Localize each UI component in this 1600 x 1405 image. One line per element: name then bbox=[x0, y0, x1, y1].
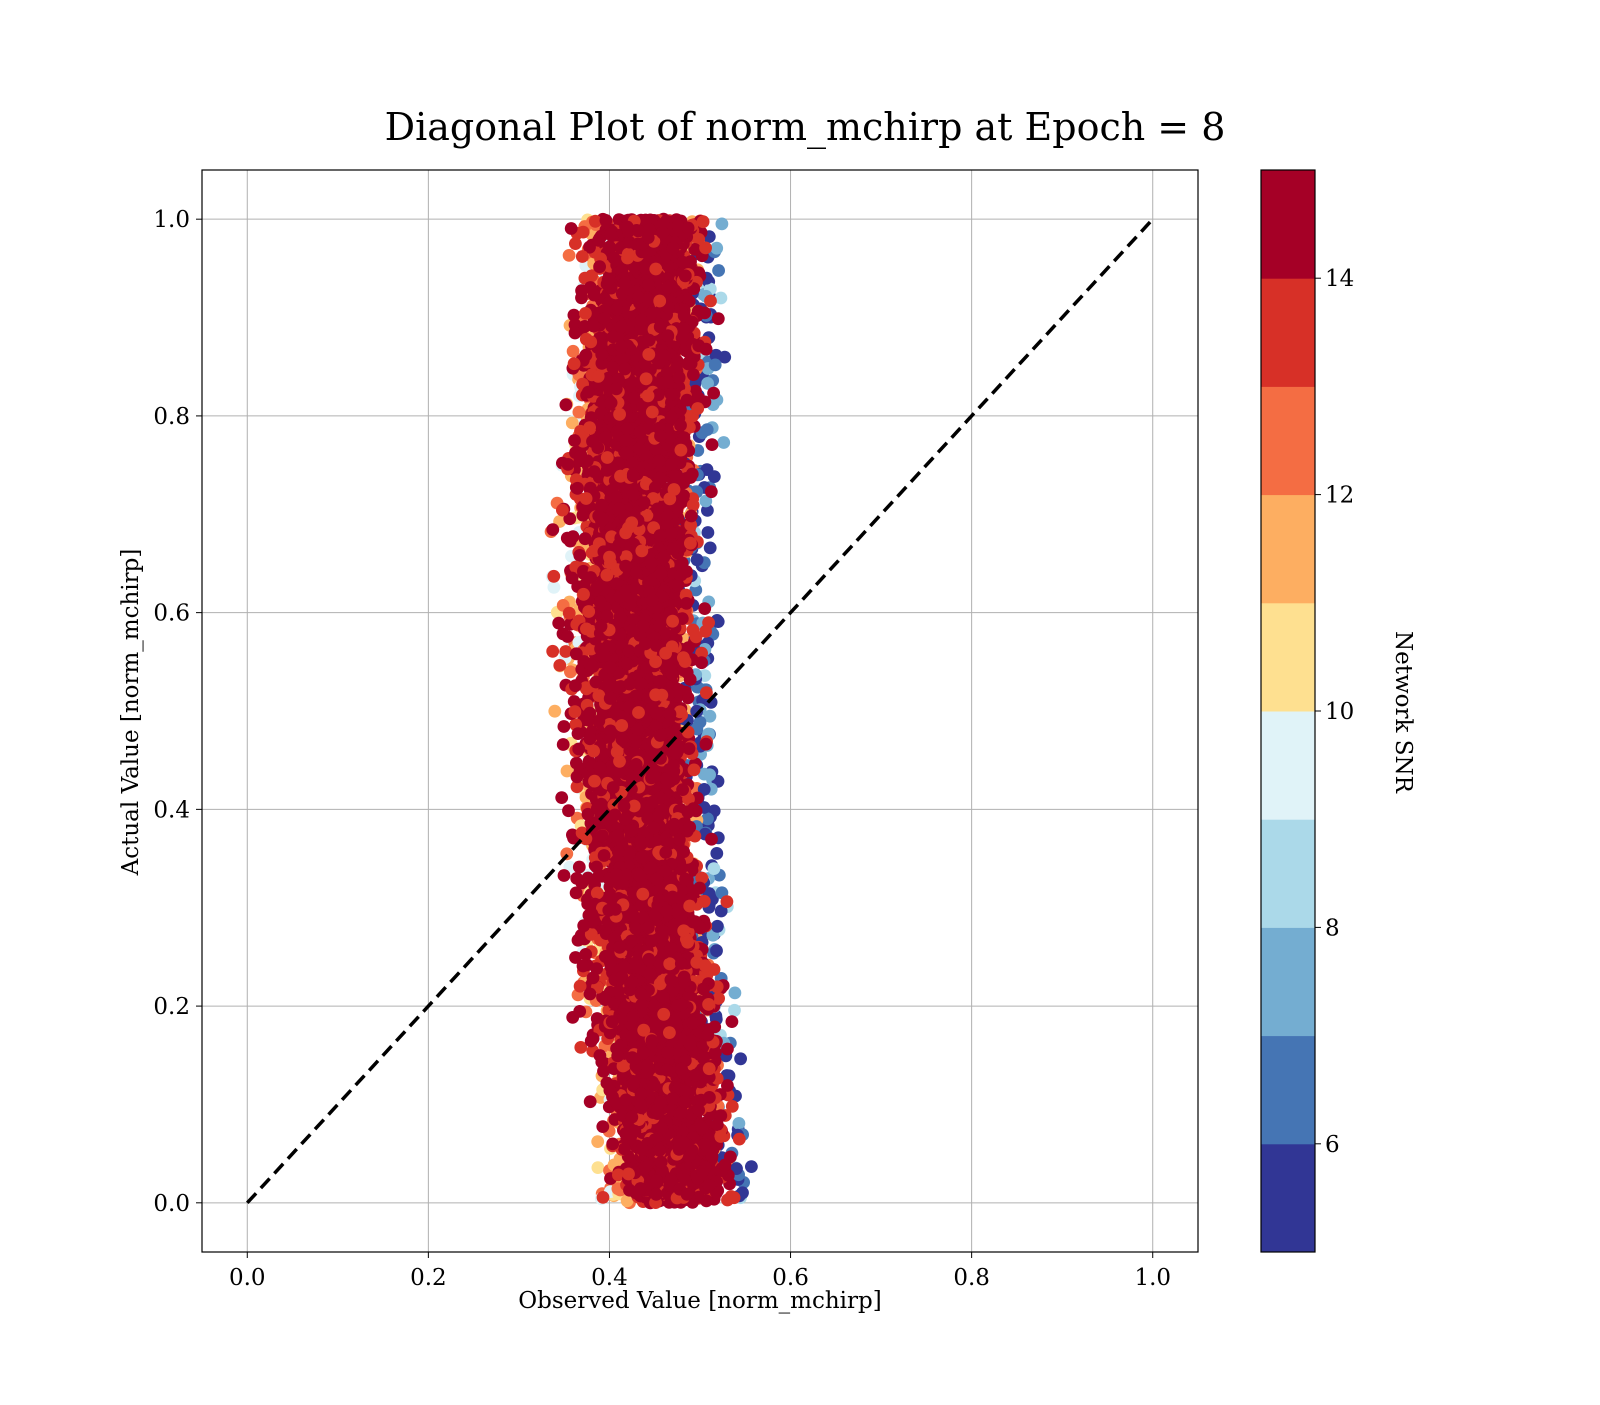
scatter-point bbox=[573, 406, 586, 419]
scatter-points bbox=[545, 213, 758, 1209]
scatter-point bbox=[548, 581, 561, 594]
scatter-point bbox=[577, 226, 590, 239]
scatter-point bbox=[710, 242, 723, 255]
scatter-point bbox=[704, 542, 717, 555]
scatter-point bbox=[710, 944, 723, 957]
scatter-point bbox=[563, 249, 576, 262]
scatter-point bbox=[691, 553, 704, 566]
scatter-point bbox=[698, 602, 711, 615]
scatter-point bbox=[703, 768, 716, 781]
chart-title: Diagonal Plot of norm_mchirp at Epoch = … bbox=[385, 105, 1226, 150]
scatter-point bbox=[745, 1160, 758, 1173]
scatter-point bbox=[556, 504, 569, 517]
scatter-point bbox=[555, 791, 568, 804]
scatter-point bbox=[710, 847, 723, 860]
scatter-point bbox=[711, 920, 724, 933]
scatter-point bbox=[704, 295, 717, 308]
scatter-point bbox=[584, 1095, 597, 1108]
scatter-point bbox=[591, 1135, 604, 1148]
scatter-point bbox=[557, 738, 570, 751]
scatter-point bbox=[733, 1117, 746, 1130]
scatter-point bbox=[558, 869, 571, 882]
scatter-point bbox=[701, 423, 714, 436]
scatter-point bbox=[721, 895, 734, 908]
scatter-point bbox=[705, 485, 718, 498]
scatter-point bbox=[592, 1161, 605, 1174]
scatter-point bbox=[575, 284, 588, 297]
scatter-point bbox=[547, 570, 560, 583]
scatter-point bbox=[564, 665, 577, 678]
scatter-point bbox=[559, 645, 572, 658]
scatter-point bbox=[705, 833, 718, 846]
scatter-point bbox=[548, 705, 561, 718]
scatter-point bbox=[734, 1052, 747, 1065]
scatter-point bbox=[712, 264, 725, 277]
scatter-point bbox=[717, 436, 730, 449]
scatter-point bbox=[716, 218, 729, 231]
scatter-point bbox=[729, 987, 742, 1000]
scatter-point bbox=[709, 359, 722, 372]
scatter-point bbox=[688, 764, 701, 777]
scatter-point bbox=[708, 862, 721, 875]
scatter-point bbox=[708, 470, 721, 483]
scatter-point bbox=[572, 727, 585, 740]
scatter-point bbox=[721, 1043, 734, 1056]
scatter-point bbox=[711, 1118, 724, 1131]
scatter-point bbox=[698, 307, 711, 320]
scatter-point bbox=[726, 1100, 739, 1113]
scatter-point bbox=[546, 645, 559, 658]
scatter-point bbox=[702, 526, 715, 539]
scatter-point bbox=[573, 549, 586, 562]
scatter-point bbox=[728, 1004, 741, 1017]
scatter-point bbox=[700, 738, 713, 751]
